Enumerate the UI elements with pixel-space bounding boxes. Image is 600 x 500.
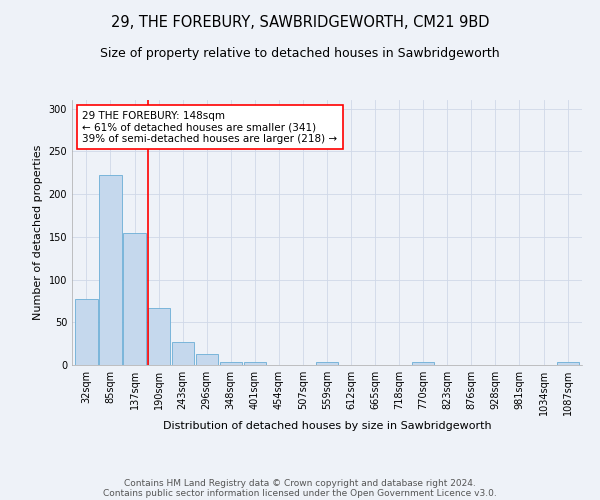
Bar xyxy=(148,308,170,365)
Bar xyxy=(172,342,194,365)
Bar xyxy=(557,362,578,365)
Bar xyxy=(316,362,338,365)
Text: Size of property relative to detached houses in Sawbridgeworth: Size of property relative to detached ho… xyxy=(100,48,500,60)
Bar xyxy=(220,362,242,365)
X-axis label: Distribution of detached houses by size in Sawbridgeworth: Distribution of detached houses by size … xyxy=(163,421,491,431)
Text: Contains HM Land Registry data © Crown copyright and database right 2024.: Contains HM Land Registry data © Crown c… xyxy=(124,478,476,488)
Bar xyxy=(412,362,434,365)
Bar xyxy=(244,362,266,365)
Y-axis label: Number of detached properties: Number of detached properties xyxy=(33,145,43,320)
Bar xyxy=(196,354,218,365)
Text: 29, THE FOREBURY, SAWBRIDGEWORTH, CM21 9BD: 29, THE FOREBURY, SAWBRIDGEWORTH, CM21 9… xyxy=(111,15,489,30)
Text: 29 THE FOREBURY: 148sqm
← 61% of detached houses are smaller (341)
39% of semi-d: 29 THE FOREBURY: 148sqm ← 61% of detache… xyxy=(82,110,337,144)
Bar xyxy=(100,175,122,365)
Text: Contains public sector information licensed under the Open Government Licence v3: Contains public sector information licen… xyxy=(103,488,497,498)
Bar xyxy=(76,299,98,365)
Bar xyxy=(124,232,146,365)
